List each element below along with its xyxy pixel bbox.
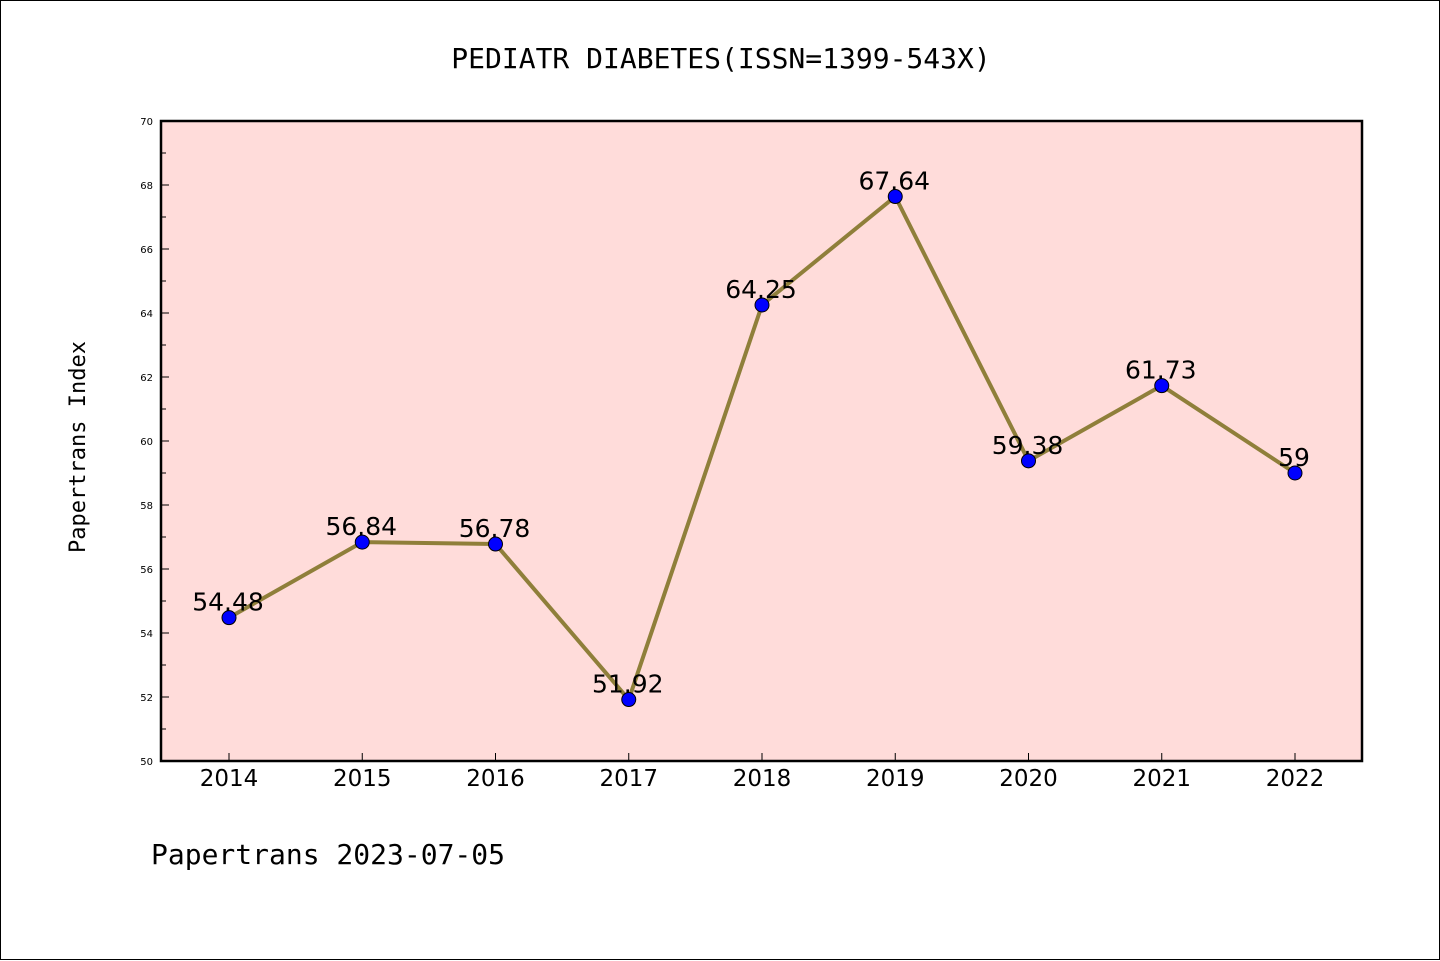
y-tick-label: 64 [140,309,153,320]
data-label: 51.92 [592,670,664,699]
data-point [621,692,637,708]
x-tick-label: 2021 [1132,766,1191,792]
y-axis-ticks: 50 52 54 56 58 60 62 64 66 68 70 [140,117,169,768]
data-point [1287,465,1303,481]
data-label: 67.64 [858,167,930,196]
data-labels-group: 54.48 56.84 56.78 51.92 64.25 67.64 59.38 61.73… [192,167,1310,699]
footer-text: Papertrans 2023-07-05 [151,838,505,871]
x-tick-label: 2022 [1266,766,1325,792]
y-tick-label: 60 [140,437,153,448]
y-tick-label: 56 [140,565,153,576]
data-label: 56.84 [325,512,397,541]
data-label: 56.78 [459,514,531,543]
x-tick-label: 2019 [866,766,925,792]
data-points-group [221,189,1303,708]
data-label: 59.38 [992,431,1064,460]
data-point [754,297,770,313]
data-label: 61.73 [1125,356,1197,385]
data-point [488,536,503,552]
y-tick-label: 50 [140,757,153,768]
y-tick-label: 62 [140,373,153,384]
data-point [1154,378,1170,394]
x-tick-label: 2016 [466,766,525,792]
data-label: 54.48 [192,588,264,617]
y-tick-label: 70 [140,117,153,128]
y-tick-label: 68 [140,181,153,192]
y-tick-label: 58 [140,501,153,512]
x-tick-label: 2020 [999,766,1058,792]
data-point [1021,453,1036,469]
data-point [354,534,370,550]
x-tick-label: 2014 [200,766,259,792]
y-tick-label: 52 [140,693,153,704]
data-label: 59 [1278,443,1310,472]
chart-title: PEDIATR DIABETES(ISSN=1399-543X) [451,42,990,75]
plot-border [159,119,1364,763]
plot-area [161,121,1362,761]
x-tick-label: 2018 [733,766,792,792]
data-point [887,189,903,205]
x-tick-label: 2015 [333,766,392,792]
data-point [221,610,237,626]
y-tick-label: 66 [140,245,153,256]
y-axis-label: Papertrans Index [66,341,91,553]
x-tick-label: 2017 [599,766,658,792]
x-axis-ticks: 2014 2015 2016 2017 2018 2019 2020 2021 2022 [200,753,1325,792]
data-label: 64.25 [725,275,797,304]
y-tick-label: 54 [140,629,153,640]
